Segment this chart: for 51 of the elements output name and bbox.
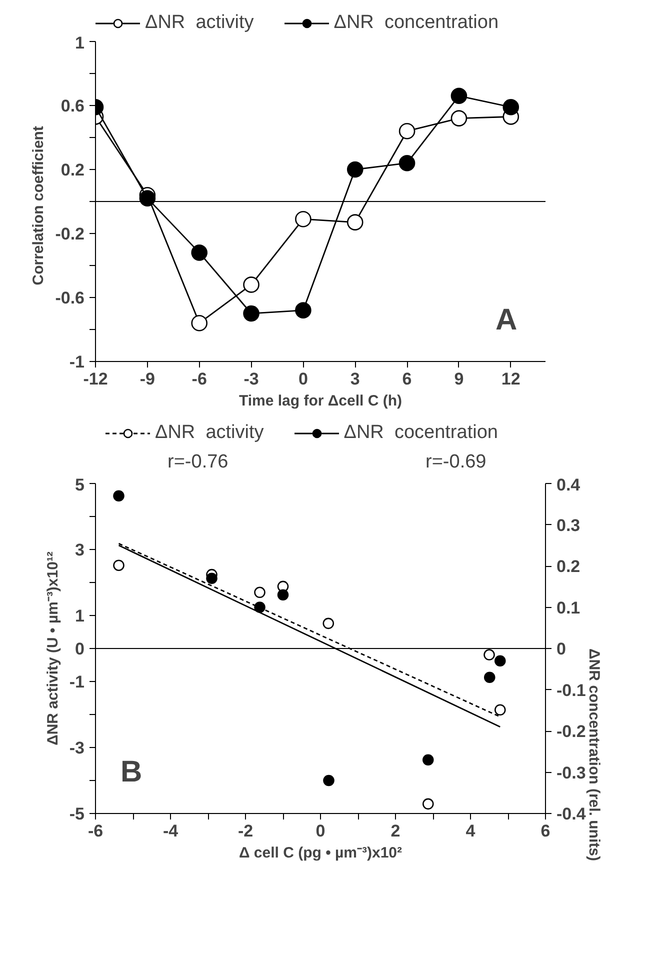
x-tick-label: 9 (454, 370, 464, 388)
y2-tick-label: 0 (556, 640, 566, 658)
x-axis-title: Δ cell C (pg • µm⁻³)x10² (238, 844, 402, 862)
y-tick-label: -0.6 (55, 288, 85, 308)
x-tick-label: 3 (350, 370, 360, 388)
legend-label: ΔNR concentration (334, 12, 499, 34)
x-tick-label: -9 (140, 370, 155, 388)
y-axis-title: ΔNR activity (U • µm⁻³)x10¹² (44, 552, 62, 746)
y2-tick-label: 0.1 (556, 598, 580, 618)
x-tick-label: 0 (298, 370, 308, 388)
y-tick-label: -3 (69, 738, 85, 758)
y-tick-label: -1 (69, 352, 85, 372)
x-tick-label: 2 (390, 822, 400, 840)
x-tick-label: -12 (83, 370, 108, 388)
y2-tick-label: 0.3 (556, 516, 580, 535)
text: r=-0.76 (168, 452, 228, 472)
annotation: A (496, 304, 518, 336)
x-axis-title: Time lag for Δcell C (h) (238, 392, 402, 410)
x-tick-label: 0 (316, 822, 326, 840)
x-tick-label: 12 (501, 370, 520, 388)
y2-tick-label: -0.2 (556, 722, 586, 741)
x-tick-label: -4 (162, 822, 179, 840)
y-tick-label: -5 (69, 804, 85, 824)
y-tick-label: 3 (75, 540, 85, 560)
y2-tick-label: 0.2 (556, 557, 580, 576)
x-tick-label: 6 (402, 370, 412, 388)
legend-label: ΔNR activity (145, 12, 254, 34)
y2-tick-label: -0.4 (556, 804, 586, 824)
y2-tick-label: 0.4 (556, 476, 581, 494)
y-tick-label: 5 (75, 476, 85, 494)
y-tick-label: 1 (75, 606, 85, 626)
y2-tick-label: -0.1 (556, 680, 586, 700)
y-tick-label: -1 (69, 672, 85, 692)
y-tick-label: -0.2 (55, 224, 85, 244)
x-tick-label: -6 (192, 370, 207, 388)
x-tick-label: -6 (88, 822, 104, 840)
y-tick-label: 1 (75, 34, 85, 52)
y-tick-label: 0 (75, 640, 85, 658)
y2-tick-label: -0.3 (556, 763, 586, 782)
text: r=-0.69 (426, 452, 486, 472)
legend-label: ΔNR cocentration (344, 422, 498, 444)
y-axis-title: Correlation coefficient (30, 126, 48, 286)
y-tick-label: 0.2 (60, 160, 85, 180)
x-tick-label: -3 (244, 370, 259, 388)
y-tick-label: 0.6 (60, 96, 85, 116)
x-tick-label: 4 (466, 822, 476, 840)
x-tick-label: -2 (238, 822, 254, 840)
legend-label: ΔNR activity (155, 422, 264, 444)
annotation: B (120, 756, 142, 788)
y2-axis-title: ΔNR concentration (rel. units) (585, 648, 602, 861)
x-tick-label: 6 (540, 822, 550, 840)
